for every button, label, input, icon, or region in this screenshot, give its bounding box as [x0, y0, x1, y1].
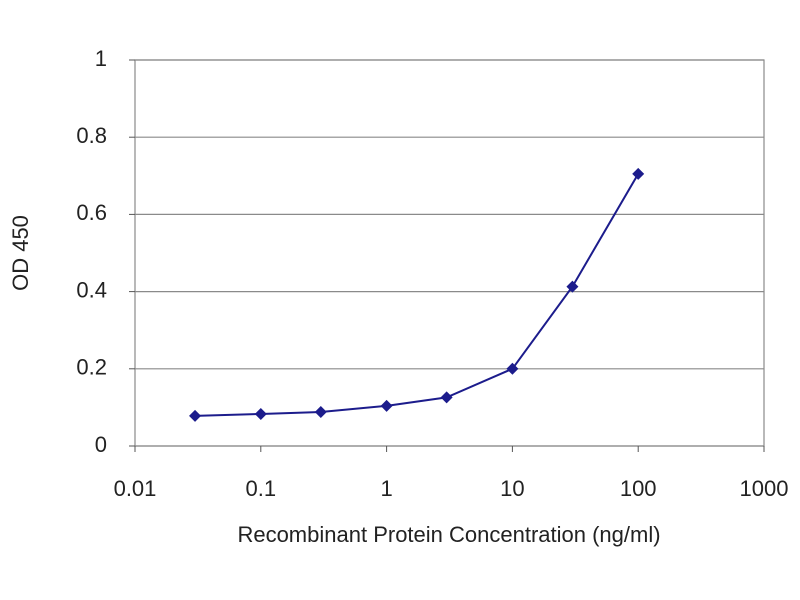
data-line [194, 173, 640, 417]
y-tick-label: 0 [95, 432, 107, 457]
y-tick-label: 0.2 [76, 355, 107, 380]
data-point [314, 406, 327, 419]
x-tick-label: 1 [380, 476, 392, 501]
plot-area [134, 59, 765, 447]
x-tick-label: 0.01 [114, 476, 157, 501]
y-tick-label: 0.6 [76, 200, 107, 225]
x-axis-label: Recombinant Protein Concentration (ng/ml… [237, 522, 660, 547]
data-point [189, 409, 202, 422]
x-tick-label: 10 [500, 476, 524, 501]
data-point [566, 280, 579, 293]
data-point [506, 362, 519, 375]
data-point [632, 167, 645, 180]
x-tick-label: 100 [620, 476, 657, 501]
y-tick-label: 0.8 [76, 123, 107, 148]
y-axis-label: OD 450 [8, 215, 33, 291]
y-tick-label: 0.4 [76, 277, 107, 302]
x-tick-label: 0.1 [246, 476, 277, 501]
data-point [380, 399, 393, 412]
data-point [254, 407, 267, 420]
x-tick-label: 1000 [740, 476, 789, 501]
data-point [440, 391, 453, 404]
y-tick-label: 1 [95, 46, 107, 71]
